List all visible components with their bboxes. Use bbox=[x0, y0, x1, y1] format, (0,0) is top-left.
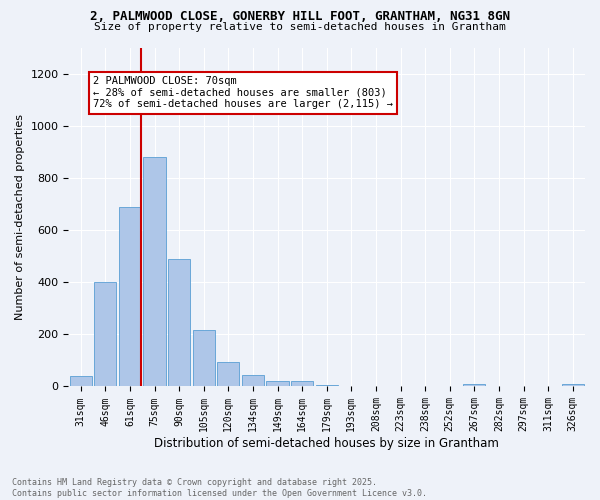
Text: 2, PALMWOOD CLOSE, GONERBY HILL FOOT, GRANTHAM, NG31 8GN: 2, PALMWOOD CLOSE, GONERBY HILL FOOT, GR… bbox=[90, 10, 510, 23]
Bar bbox=[168, 258, 190, 386]
Bar bbox=[143, 157, 166, 386]
Bar bbox=[316, 385, 338, 386]
Y-axis label: Number of semi-detached properties: Number of semi-detached properties bbox=[15, 114, 25, 320]
Text: 2 PALMWOOD CLOSE: 70sqm
← 28% of semi-detached houses are smaller (803)
72% of s: 2 PALMWOOD CLOSE: 70sqm ← 28% of semi-de… bbox=[93, 76, 393, 110]
Bar bbox=[193, 330, 215, 386]
Text: Size of property relative to semi-detached houses in Grantham: Size of property relative to semi-detach… bbox=[94, 22, 506, 32]
Text: Contains HM Land Registry data © Crown copyright and database right 2025.
Contai: Contains HM Land Registry data © Crown c… bbox=[12, 478, 427, 498]
Bar bbox=[291, 382, 313, 386]
Bar bbox=[217, 362, 239, 386]
Bar bbox=[562, 384, 584, 386]
X-axis label: Distribution of semi-detached houses by size in Grantham: Distribution of semi-detached houses by … bbox=[154, 437, 499, 450]
Bar bbox=[463, 384, 485, 386]
Bar bbox=[242, 376, 264, 386]
Bar bbox=[94, 282, 116, 387]
Bar bbox=[266, 380, 289, 386]
Bar bbox=[70, 376, 92, 386]
Bar bbox=[119, 206, 141, 386]
